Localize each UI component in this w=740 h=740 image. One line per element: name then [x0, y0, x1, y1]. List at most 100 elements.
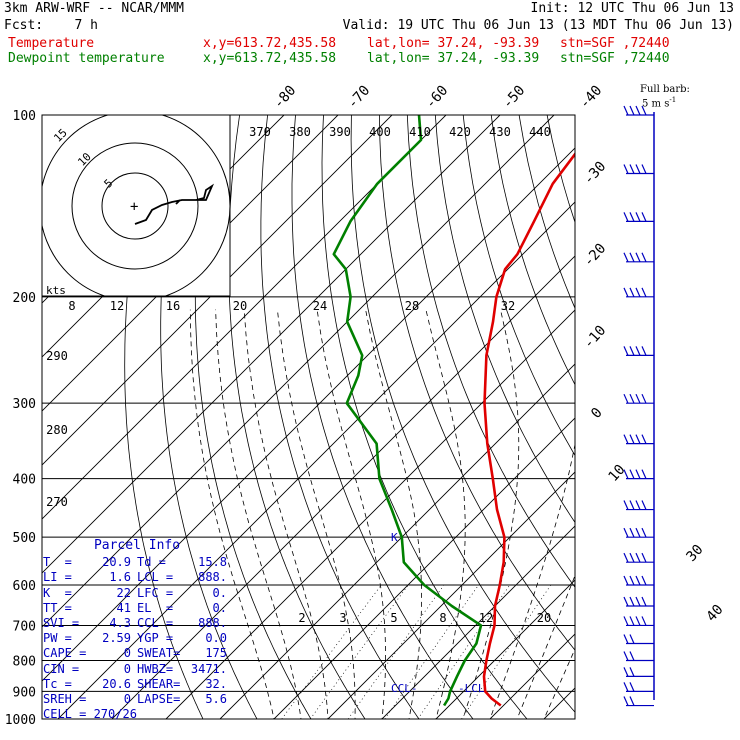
isotherm-label: -40	[577, 83, 606, 113]
speed-tick-label: 16	[166, 299, 180, 313]
wind-barb-flag	[623, 434, 629, 444]
pressure-tick-label: 800	[13, 654, 36, 669]
parcel-info-key: LCL =	[137, 570, 174, 585]
wind-barb-flag	[641, 252, 647, 263]
wind-barb-flag	[629, 575, 635, 586]
wind-barb-flag	[641, 500, 647, 510]
isotherm-line	[652, 115, 740, 719]
pressure-tick-label: 100	[13, 109, 36, 124]
wind-barb	[623, 527, 654, 538]
parcel-info-value: 4.3	[109, 616, 131, 631]
wind-barb-flag	[635, 616, 641, 626]
parcel-info-key: CELL = 270/26	[43, 707, 137, 722]
wind-barb-flag	[635, 252, 641, 263]
wind-barb-flag	[635, 575, 641, 586]
wind-barb-flag	[623, 667, 629, 677]
mixing-ratio-label: 8	[439, 611, 446, 625]
parcel-info-value: 0	[123, 646, 131, 661]
wind-barb	[623, 696, 654, 707]
parcel-info-key: Tc =	[43, 676, 72, 691]
wind-barb-flag	[629, 696, 635, 706]
isotherm-label: 0	[588, 405, 606, 422]
isotherm-line	[42, 147, 575, 682]
isotherm-line	[165, 309, 575, 719]
wind-barb-flag	[629, 527, 635, 538]
mixing-ratio-label: 12	[479, 611, 493, 625]
parcel-info-row: TT = 41 EL = 0.	[43, 601, 231, 616]
dry-adiabat-line	[518, 115, 575, 310]
theta-label: 400	[369, 125, 391, 139]
parcel-marker: K	[391, 531, 398, 544]
parcel-info-row: CELL = 270/26	[43, 707, 231, 722]
pressure-tick-label: 500	[13, 531, 36, 546]
wind-barb	[623, 634, 654, 645]
wind-barb	[623, 393, 654, 404]
dry-adiabat-line	[603, 115, 740, 732]
dry-adiabat-line	[350, 115, 575, 713]
moist-adiabat-line	[543, 648, 575, 719]
wind-barb-flag	[635, 552, 641, 563]
dry-adiabat-line	[379, 115, 575, 651]
dry-adiabat-line	[260, 115, 420, 719]
parcel-info-key: EL =	[137, 600, 174, 615]
lcl-label: -LCL	[458, 682, 485, 695]
pressure-tick-label: 300	[13, 397, 36, 412]
isotherm-label: -20	[581, 241, 610, 271]
dry-adiabat-line	[228, 115, 366, 719]
parcel-info-key	[137, 707, 181, 722]
dry-adiabat-line	[490, 115, 575, 386]
parcel-info-value: 0.	[212, 585, 227, 600]
theta-label: 370	[249, 125, 271, 139]
moist-adiabat-line	[462, 309, 520, 719]
parcel-info-row: K = 22 LFC = 0.	[43, 586, 231, 601]
parcel-info-row: T = 20.9 Td = 15.8	[43, 555, 231, 570]
wind-barb-flag	[623, 575, 629, 586]
dry-adiabat-line	[406, 115, 575, 588]
wind-barb-flag	[623, 346, 629, 356]
dry-adiabat-line	[715, 115, 740, 732]
parcel-info-key: PW =	[43, 631, 72, 646]
parcel-info-row: PW = 2.59 YGP = 0.0	[43, 631, 231, 646]
parcel-info-value: 3471.	[190, 661, 227, 676]
hodograph-ring	[101, 172, 169, 240]
parcel-info-row: Tc = 20.6 SHEAR= 32.	[43, 677, 231, 692]
wind-barb-flag	[629, 596, 635, 607]
wind-barb-flag	[629, 469, 635, 479]
dewpoint-label: Dewpoint temperature	[8, 51, 165, 66]
dry-adiabat-line	[321, 115, 528, 719]
parcel-info-value: 888.	[198, 570, 227, 585]
wind-barb-flag	[629, 616, 635, 626]
wind-barb-flag	[623, 696, 629, 706]
wind-barb	[623, 682, 654, 692]
temperature-profile	[482, 152, 575, 707]
wind-barb	[623, 212, 654, 222]
hodograph-origin: +	[130, 199, 138, 215]
moist-adiabat-line	[425, 309, 466, 719]
model-title: 3km ARW-WRF -- NCAR/MMM	[4, 1, 185, 16]
mixing-ratio-line	[347, 584, 445, 719]
speed-tick-label: 32	[501, 299, 515, 313]
wind-barb-flag	[641, 552, 647, 563]
isotherm-line	[219, 363, 575, 719]
moist-adiabat-line	[215, 309, 302, 719]
isotherm-label: -30	[581, 159, 610, 189]
theta-label: 410	[409, 125, 431, 139]
pressure-tick-label: 200	[13, 291, 36, 306]
isotherm-line	[543, 687, 575, 719]
hodograph-trace	[134, 183, 215, 225]
wind-barb	[623, 500, 654, 511]
wind-barb	[623, 252, 654, 263]
ccl-label: CCL-	[391, 682, 418, 695]
mixing-ratio-label: 20	[537, 611, 551, 625]
isotherm-line	[42, 115, 501, 574]
wind-barb-flag	[623, 500, 629, 510]
dry-adiabat-line	[124, 115, 204, 719]
parcel-info-value: 20.9	[102, 555, 131, 570]
wind-barb	[623, 164, 654, 175]
mixing-ratio-label: 2	[298, 611, 305, 625]
parcel-info-key: K =	[43, 585, 72, 600]
temperature-label: Temperature	[8, 36, 95, 51]
parcel-info-value: 22	[116, 585, 131, 600]
wind-barb-flag	[635, 287, 641, 298]
theta-label: 430	[489, 125, 511, 139]
